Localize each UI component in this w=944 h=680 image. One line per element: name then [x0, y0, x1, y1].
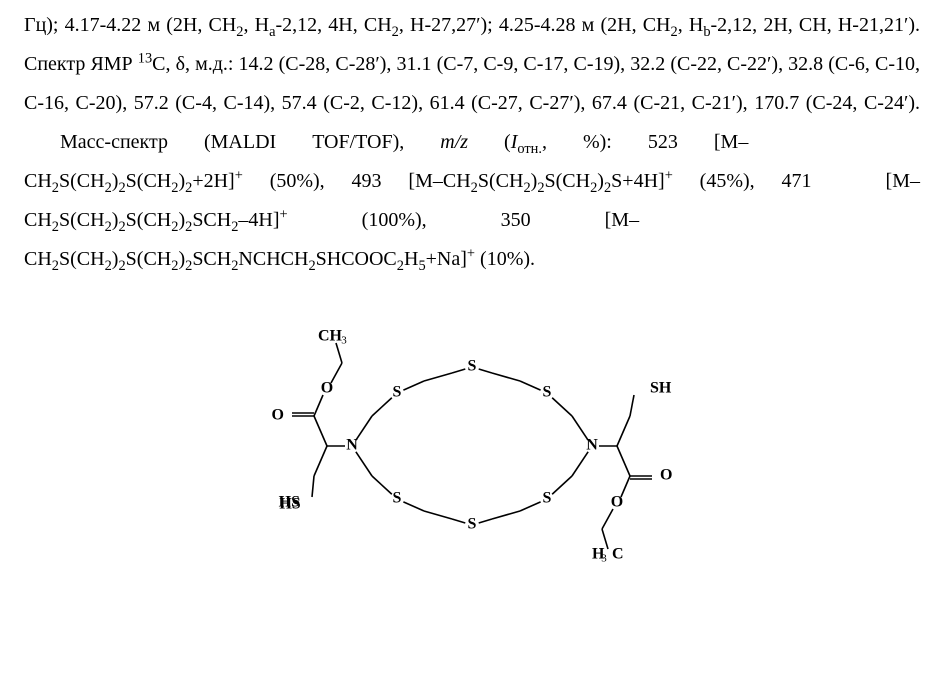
- t: , H: [243, 14, 269, 36]
- t: 523: [648, 131, 678, 153]
- svg-text:S: S: [393, 384, 402, 401]
- t: NCHCH: [238, 248, 308, 270]
- t: S+4H]: [611, 170, 665, 192]
- svg-text:3: 3: [341, 335, 347, 347]
- t: CH: [24, 248, 52, 270]
- sub: 2: [105, 180, 112, 196]
- t: (50%), 493 [M–CH: [243, 170, 471, 192]
- sub: отн.: [517, 141, 542, 157]
- t: [M–: [714, 131, 748, 153]
- t: C, δ, м.д.: 14.2 (C-28, C-28′), 31.1: [152, 53, 431, 75]
- t: S(CH: [126, 248, 172, 270]
- sup: +: [235, 167, 243, 183]
- t: (: [504, 131, 511, 153]
- t: S(CH: [126, 209, 172, 231]
- t: %):: [583, 131, 612, 153]
- t: (10%).: [475, 248, 535, 270]
- t: ,: [678, 14, 683, 36]
- sub: 2: [118, 180, 125, 196]
- t: S(CH: [478, 170, 524, 192]
- svg-text:S: S: [543, 384, 552, 401]
- t: SCH: [192, 248, 231, 270]
- t: 4, C-14), 57.4 (C-2, C-12), 61.4 (C-27, …: [202, 92, 884, 114]
- sub: 5: [418, 258, 425, 274]
- t: S(CH: [545, 170, 591, 192]
- sup: 13: [138, 50, 152, 66]
- sub: 2: [671, 24, 678, 40]
- sub: 2: [105, 258, 112, 274]
- t: Гц); 4.17-4.22 м (2H, CH: [24, 14, 236, 36]
- sub: 2: [471, 180, 478, 196]
- sub: 2: [52, 258, 59, 274]
- spectral-paragraph: Гц); 4.17-4.22 м (2H, CH2, Ha-2,12, 4H, …: [24, 6, 920, 279]
- t: -2,12, 4H, CH: [275, 14, 391, 36]
- sub: 2: [537, 180, 544, 196]
- sub: 2: [523, 180, 530, 196]
- svg-text:N: N: [586, 437, 598, 454]
- sub: b: [703, 24, 710, 40]
- t: +2H]: [192, 170, 234, 192]
- svg-text:CH: CH: [318, 328, 343, 345]
- sub: 2: [308, 258, 315, 274]
- svg-text:O: O: [611, 494, 623, 511]
- sup: +: [665, 167, 673, 183]
- sub: 2: [392, 24, 399, 40]
- t: 350: [501, 209, 531, 231]
- t: SCH: [192, 209, 231, 231]
- svg-text:N: N: [346, 437, 358, 454]
- t: S(CH: [59, 248, 105, 270]
- t: , H-27,27′); 4.25-4.28 м (2H, CH: [399, 14, 671, 36]
- svg-text:HS: HS: [279, 496, 300, 513]
- t: S(CH: [126, 170, 172, 192]
- t: ): [597, 170, 604, 192]
- svg-text:C: C: [612, 546, 624, 563]
- sub: 2: [105, 219, 112, 235]
- t: 471: [782, 170, 812, 192]
- svg-text:S: S: [468, 358, 477, 375]
- svg-text:S: S: [543, 490, 552, 507]
- t: H: [404, 248, 418, 270]
- t: (100%),: [362, 209, 427, 231]
- sub: 2: [397, 258, 404, 274]
- t: SHCOOC: [316, 248, 397, 270]
- t: 24′).: [884, 92, 920, 114]
- t: (45%),: [673, 170, 755, 192]
- t: S(CH: [59, 170, 105, 192]
- t: Масс-спектр: [60, 131, 168, 153]
- t: +Na]: [426, 248, 467, 270]
- sub: 2: [52, 180, 59, 196]
- molecule-diagram: NNSSSSSSHSOOCH3HSSHOOH3C: [172, 281, 772, 581]
- svg-text:O: O: [272, 407, 284, 424]
- sub: 2: [52, 219, 59, 235]
- t: H: [689, 14, 703, 36]
- molecule-diagram-container: NNSSSSSSHSOOCH3HSSHOOH3C: [24, 281, 920, 581]
- sup: +: [280, 206, 288, 222]
- svg-text:O: O: [660, 467, 672, 484]
- t: –4H]: [238, 209, 279, 231]
- svg-text:SH: SH: [650, 380, 672, 397]
- sub: 2: [118, 219, 125, 235]
- t: TOF/TOF),: [312, 131, 404, 153]
- mz: m/z: [440, 131, 468, 153]
- sup: +: [467, 245, 475, 261]
- t: CH: [24, 170, 52, 192]
- sub: 2: [118, 258, 125, 274]
- t: ,: [542, 131, 547, 153]
- t: [M–: [605, 209, 639, 231]
- svg-text:S: S: [393, 490, 402, 507]
- svg-text:3: 3: [601, 553, 607, 565]
- t: S(CH: [59, 209, 105, 231]
- svg-text:S: S: [468, 516, 477, 533]
- t: (MALDI: [204, 131, 276, 153]
